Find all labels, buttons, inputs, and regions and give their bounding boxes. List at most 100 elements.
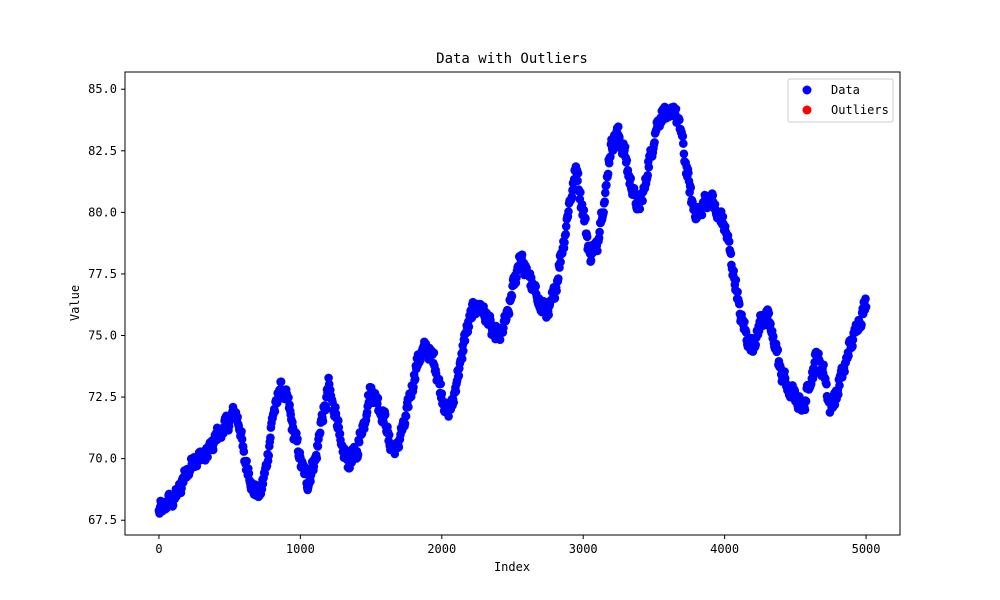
data-point: [861, 294, 870, 304]
data-point: [335, 429, 345, 439]
data-point: [552, 286, 561, 296]
data-point: [409, 383, 418, 392]
data-point: [457, 354, 467, 364]
data-point: [444, 412, 453, 421]
data-point: [729, 266, 738, 276]
x-tick-label: 1000: [286, 542, 315, 556]
data-point: [733, 287, 742, 297]
data-point: [840, 367, 849, 376]
data-point: [724, 237, 734, 246]
data-point: [400, 419, 410, 428]
data-point: [740, 317, 749, 327]
data-point: [622, 156, 632, 165]
legend-label-outliers: Outliers: [831, 103, 889, 117]
data-point: [620, 142, 630, 152]
data-point: [643, 171, 652, 180]
data-point: [203, 452, 212, 462]
data-point: [795, 392, 804, 401]
data-point: [512, 273, 521, 283]
data-point: [560, 238, 569, 247]
data-point: [404, 402, 413, 412]
data-point: [556, 257, 565, 267]
data-point: [684, 168, 693, 178]
data-point: [321, 403, 331, 412]
data-point: [384, 430, 394, 440]
data-point: [638, 196, 647, 206]
data-point: [809, 369, 819, 379]
x-tick-label: 5000: [852, 542, 881, 556]
data-point: [242, 456, 251, 466]
data-point: [579, 205, 589, 215]
data-point: [595, 227, 604, 237]
data-point: [603, 169, 613, 179]
data-point: [266, 433, 275, 443]
data-point: [264, 451, 274, 460]
data-point: [561, 222, 571, 231]
data-point: [544, 310, 553, 320]
y-tick-label: 75.0: [88, 329, 117, 343]
data-point: [237, 434, 247, 444]
data-point: [848, 341, 857, 351]
data-point: [679, 139, 688, 148]
x-tick-label: 3000: [569, 542, 598, 556]
data-point: [861, 302, 871, 312]
data-point: [857, 320, 866, 330]
data-point: [573, 176, 582, 186]
y-tick-label: 85.0: [88, 82, 117, 96]
data-point: [626, 174, 635, 183]
data-point: [362, 408, 372, 417]
data-point: [564, 207, 573, 216]
data-point: [567, 192, 577, 201]
data-point: [334, 416, 343, 425]
data-point: [531, 282, 540, 291]
data-point: [582, 232, 592, 242]
data-point: [731, 275, 741, 285]
data-point: [237, 427, 246, 436]
legend-marker-data: [802, 85, 812, 95]
data-point: [517, 250, 527, 259]
data-point: [635, 204, 645, 214]
data-point: [601, 188, 610, 198]
y-tick-label: 82.5: [88, 144, 117, 158]
data-point: [401, 411, 411, 421]
data-point: [293, 434, 302, 444]
y-tick-label: 70.0: [88, 452, 117, 466]
data-point: [380, 410, 390, 420]
y-axis-ticks: 67.5 70.0 72.5 75.0 77.5 80.0 82.5 85.0: [88, 82, 125, 527]
plot-frame: [124, 71, 901, 536]
y-tick-label: 72.5: [88, 390, 117, 404]
data-point: [686, 183, 695, 192]
data-point: [499, 323, 508, 333]
y-axis-label: Value: [68, 285, 82, 321]
data-point: [436, 379, 446, 389]
data-point: [848, 335, 858, 345]
data-point: [726, 249, 736, 258]
data-point: [773, 345, 783, 355]
data-point: [671, 104, 681, 114]
data-point: [550, 293, 560, 303]
y-tick-label: 80.0: [88, 205, 117, 219]
data-point: [644, 162, 654, 172]
data-point: [800, 405, 810, 415]
data-point: [675, 115, 684, 125]
data-point: [741, 328, 751, 337]
data-point: [769, 332, 778, 341]
data-point: [602, 180, 611, 190]
data-points: [154, 102, 871, 518]
data-point: [233, 412, 242, 422]
y-tick-label: 67.5: [88, 513, 117, 527]
data-point: [822, 379, 831, 389]
x-axis-ticks: 0 1000 2000 3000 4000 5000: [155, 535, 881, 556]
data-point: [312, 454, 322, 463]
data-point: [285, 400, 294, 410]
legend: Data Outliers: [787, 78, 894, 123]
data-point: [451, 387, 461, 396]
data-point: [284, 393, 293, 402]
data-point: [614, 122, 623, 131]
data-point: [561, 230, 570, 239]
data-point: [373, 393, 383, 403]
data-point: [507, 292, 517, 301]
data-point: [276, 377, 286, 387]
